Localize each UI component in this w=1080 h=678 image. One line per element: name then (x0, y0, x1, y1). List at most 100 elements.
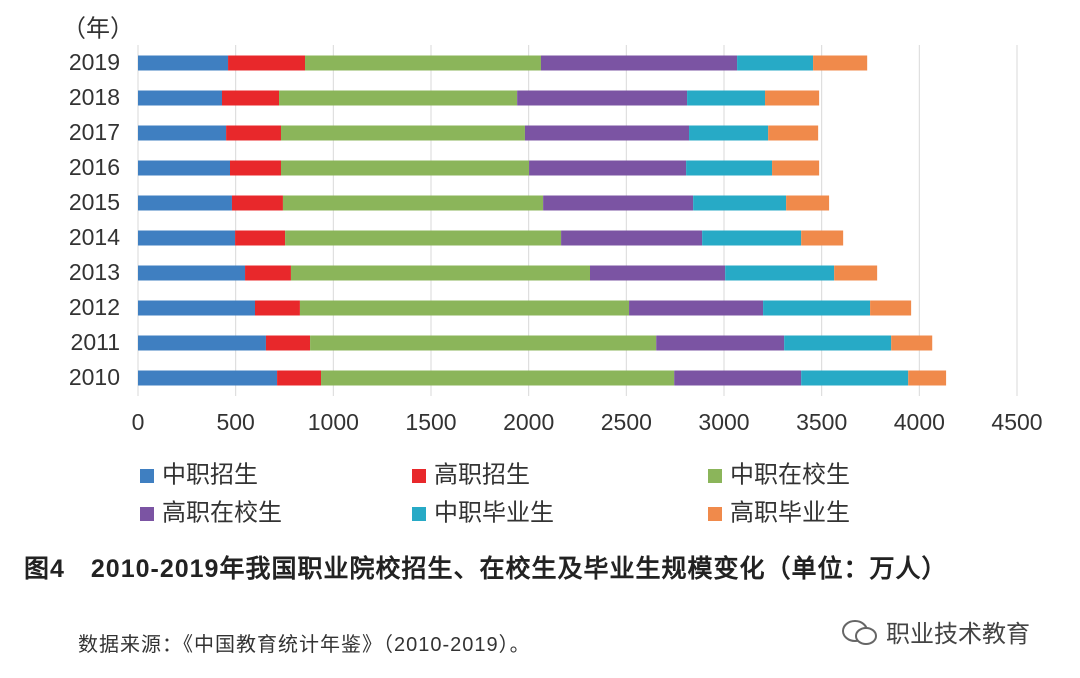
chart: （年） 0 500 1000 1500 2000 2500 3000 3500 4000 4500… (62, 15, 1043, 526)
bar-segment (772, 160, 820, 176)
bar-segment (285, 230, 562, 246)
bar-segment (138, 160, 231, 176)
bar-segment (768, 125, 819, 141)
legend-swatch (708, 507, 722, 521)
y-tick-label: 2016 (69, 154, 120, 180)
bar-segment (138, 335, 266, 351)
bar-segment (737, 55, 814, 71)
bar-segment (801, 230, 844, 246)
bar-segment (282, 195, 544, 211)
legend-swatch (412, 507, 426, 521)
bar-segment (228, 55, 306, 71)
bar-segment (834, 265, 878, 281)
bar-segment (279, 90, 518, 106)
bar-segment (299, 300, 630, 316)
bar-segment (686, 160, 773, 176)
bar-segment (693, 195, 787, 211)
bar-segment (255, 300, 300, 316)
y-tick-label: 2012 (69, 294, 120, 320)
caption: 图4 2010-2019年我国职业院校招生、在校生及毕业生规模变化（单位：万人） (24, 555, 948, 583)
bar-segment (801, 370, 909, 386)
y-tick-label: 2015 (69, 189, 120, 215)
legend-label: 中职招生 (162, 461, 258, 488)
bar-segment (656, 335, 785, 351)
bar-segment (138, 90, 222, 106)
legend-label: 中职毕业生 (434, 499, 554, 526)
legend-label: 高职在校生 (162, 499, 282, 526)
bar-segment (138, 300, 256, 316)
x-tick-label: 1500 (405, 409, 456, 435)
bar-segment (763, 300, 871, 316)
bar-segment (265, 335, 311, 351)
legend-swatch (140, 507, 154, 521)
y-tick-label: 2018 (69, 84, 120, 110)
bar-segment (231, 195, 283, 211)
bar-segment (590, 265, 726, 281)
bar-segment (784, 335, 892, 351)
x-tick-label: 3000 (698, 409, 749, 435)
x-tick-label: 0 (132, 409, 145, 435)
y-tick-label: 2019 (69, 49, 120, 75)
bar-segment (226, 125, 281, 141)
x-tick-label: 500 (216, 409, 254, 435)
bar-segment (786, 195, 830, 211)
y-tick-label: 2014 (69, 224, 120, 250)
wechat-icon (842, 619, 877, 645)
bar-segment (245, 265, 291, 281)
legend-swatch (140, 469, 154, 483)
bar-segment (524, 125, 690, 141)
bar-segment (280, 160, 530, 176)
bar-segment (280, 125, 525, 141)
legend-label: 高职毕业生 (730, 499, 850, 526)
bar-segment (305, 55, 541, 71)
legend-label: 中职在校生 (730, 461, 850, 488)
source-note: 数据来源：《中国教育统计年鉴》（2010-2019）。 (78, 634, 531, 656)
bar-segment (629, 300, 764, 316)
y-tick-label: 2010 (69, 364, 120, 390)
bar-segment (561, 230, 703, 246)
x-tick-label: 2500 (601, 409, 652, 435)
bar-segment (725, 265, 835, 281)
bar-segment (540, 55, 738, 71)
bar-segment (138, 195, 232, 211)
bar-segment (870, 300, 912, 316)
x-tick-label: 4000 (894, 409, 945, 435)
y-tick-label: 2017 (69, 119, 120, 145)
y-tick-label: 2011 (71, 329, 120, 355)
legend-swatch (412, 469, 426, 483)
bar-segment (543, 195, 694, 211)
bar-segment (321, 370, 675, 386)
watermark-text: 职业技术教育 (886, 621, 1030, 648)
bar-segment (138, 370, 278, 386)
x-tick-label: 4500 (991, 409, 1042, 435)
bar-segment (687, 90, 766, 106)
bar-segment (813, 55, 868, 71)
x-tick-label: 2000 (503, 409, 554, 435)
bar-segment (908, 370, 947, 386)
bar-segment (310, 335, 657, 351)
legend-label: 高职招生 (434, 461, 530, 488)
bar-segment (235, 230, 286, 246)
bar-segment (702, 230, 802, 246)
bar-segment (230, 160, 281, 176)
bar-segment (674, 370, 802, 386)
y-tick-label: 2013 (69, 259, 120, 285)
legend-swatch (708, 469, 722, 483)
bar-segment (529, 160, 687, 176)
x-tick-label: 3500 (796, 409, 847, 435)
bar-segment (138, 265, 246, 281)
bar-segment (765, 90, 820, 106)
bar-segment (517, 90, 688, 106)
bar-segment (138, 55, 229, 71)
y-axis-label: （年） (62, 15, 134, 42)
bar-segment (277, 370, 322, 386)
bar-segment (689, 125, 769, 141)
bar-segment (138, 230, 236, 246)
watermark: 职业技术教育 (840, 614, 1030, 649)
bar-segment (138, 125, 227, 141)
x-tick-label: 1000 (308, 409, 359, 435)
bar-segment (221, 90, 280, 106)
bar-segment (290, 265, 591, 281)
bar-segment (891, 335, 933, 351)
